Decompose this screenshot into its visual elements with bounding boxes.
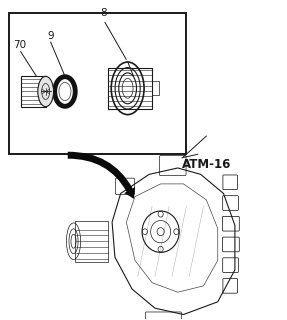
Bar (9, 13, 186, 154)
Text: ATM-16: ATM-16 (182, 158, 231, 171)
FancyArrowPatch shape (68, 152, 135, 199)
Bar (75, 220, 108, 262)
Bar (22, 76, 46, 107)
Text: 8: 8 (100, 8, 107, 18)
Text: 9: 9 (47, 30, 54, 41)
Bar (152, 81, 159, 95)
Bar (108, 68, 152, 109)
Ellipse shape (38, 76, 54, 107)
Text: 70: 70 (13, 40, 27, 50)
